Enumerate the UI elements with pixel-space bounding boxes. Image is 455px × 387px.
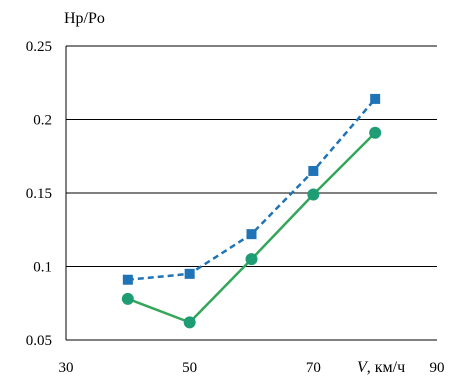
series-1-point: [308, 165, 319, 176]
y-tick-label: 0.15: [26, 186, 52, 202]
series-2-point: [307, 188, 320, 201]
x-axis-unit: , км/ч: [367, 359, 405, 376]
series-1-point: [370, 93, 381, 104]
series-1-point: [246, 229, 257, 240]
y-tick-label: 0.05: [26, 333, 52, 349]
grid: [66, 45, 437, 341]
x-tick-labels: 30 50 70 90: [59, 360, 445, 376]
series-2-point: [369, 126, 382, 139]
series-2-line: [127, 131, 377, 324]
y-tick-label: 0.2: [33, 113, 52, 129]
series-layer: [121, 93, 382, 329]
x-tick-label: 90: [430, 360, 445, 376]
series-2-point: [121, 292, 134, 305]
series-1-point: [184, 268, 195, 279]
series-1-point: [122, 274, 133, 285]
y-tick-labels: 0.25 0.2 0.15 0.1 0.05: [26, 39, 52, 349]
x-tick-label: 70: [306, 360, 321, 376]
series-1-line: [127, 98, 377, 281]
series-2-point: [245, 253, 258, 266]
x-tick-label: 50: [182, 360, 197, 376]
y-tick-label: 0.1: [33, 260, 52, 276]
series-2-point: [183, 316, 196, 329]
x-tick-label: 30: [59, 360, 74, 376]
axes: [65, 46, 437, 341]
x-axis-title: V, км/ч: [357, 359, 405, 376]
y-tick-label: 0.25: [26, 39, 52, 55]
x-axis-var: V: [357, 359, 369, 376]
y-axis-title: Hp/Po: [64, 10, 105, 27]
